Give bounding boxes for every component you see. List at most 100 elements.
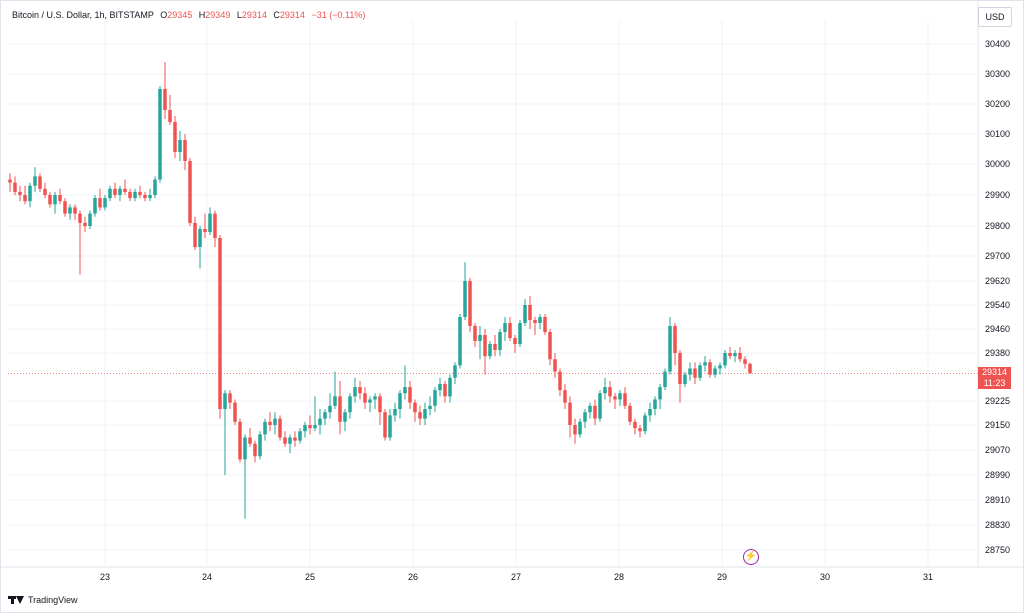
candle-body [438,383,442,391]
footer-branding[interactable]: TradingView [8,595,78,605]
candle-body [18,191,22,195]
candle-body [298,431,302,441]
candle-body [328,405,332,413]
y-tick-label: 29620 [985,276,1010,286]
candle-body [628,405,632,422]
candle-body [283,437,287,444]
lightning-icon[interactable]: ⚡ [743,549,759,565]
candle-body [378,396,382,413]
y-tick-label: 30300 [985,69,1010,79]
candle-body [728,353,732,357]
y-tick-label: 30100 [985,129,1010,139]
candle-body [398,393,402,409]
candle-body [23,195,27,202]
candle-body [608,387,612,397]
candle-body [88,213,92,226]
candle-body [423,409,427,419]
candle-body [478,335,482,341]
candle-body [203,229,207,232]
candle-body [493,344,497,350]
candle-body [28,185,32,202]
candle-body [708,362,712,375]
candle-body [8,179,12,183]
candle-body [533,320,537,323]
candle-body [393,409,397,416]
candle-body [13,182,17,192]
candle-body [698,365,702,378]
x-tick-label: 31 [923,572,933,582]
y-tick-label: 28830 [985,520,1010,530]
x-tick-label: 28 [614,572,624,582]
y-tick-label: 29700 [985,251,1010,261]
candle-body [333,396,337,406]
candle-body [713,368,717,375]
candle-body [183,140,187,161]
candle-body [53,195,57,205]
candle-body [98,198,102,208]
candle-body [528,305,532,320]
candle-body [518,323,522,344]
legend-high-value: 29349 [205,10,231,20]
candle-body [653,399,657,409]
candle-body [638,428,642,432]
candle-body [228,393,232,403]
candle-body [448,377,452,397]
candle-body [513,338,517,344]
candle-body [618,393,622,400]
candle-body [568,402,572,425]
candle-body [163,89,167,110]
candle-body [273,418,277,425]
candle-body [148,195,152,199]
y-tick-label: 28990 [985,470,1010,480]
candle-body [553,359,557,372]
legend-open-label: O [160,10,168,20]
y-tick-label: 29800 [985,221,1010,231]
candle-body [508,323,512,338]
candle-body [558,371,562,391]
candle-body [338,396,342,422]
candle-body [93,198,97,214]
candle-body [108,188,112,199]
candle-body [593,405,597,419]
y-tick-label: 30400 [985,39,1010,49]
candle-body [683,374,687,384]
candle-body [543,317,547,332]
candle-body [173,122,177,152]
candle-body [158,89,162,180]
candle-body [668,326,672,372]
candle-body [583,412,587,422]
candle-body [368,399,372,403]
bar-countdown: 11:23 [983,378,1006,388]
candle-body [363,393,367,403]
candle-body [268,421,272,425]
y-tick-label: 29225 [985,396,1010,406]
candle-body [303,425,307,432]
candle-body [738,353,742,360]
candle-body [128,191,132,199]
candle-body [288,437,292,444]
y-tick-label: 29460 [985,324,1010,334]
last-price-value: 29314 [981,367,1008,377]
candle-body [263,421,267,435]
currency-button[interactable]: USD [978,7,1012,27]
candle-body [78,213,82,223]
candle-body [38,176,42,189]
candle-body [598,393,602,419]
candle-body [323,412,327,419]
candle-body [258,434,262,457]
x-tick-label: 30 [820,572,830,582]
candle-body [168,110,172,122]
candle-body [663,371,667,388]
last-price-badge: 29314 11:23 [978,367,1011,389]
candle-body [223,393,227,409]
y-tick-label: 30200 [985,99,1010,109]
y-tick-label: 30000 [985,159,1010,169]
candle-body [358,387,362,394]
candle-body [318,418,322,425]
legend-high-label: H [198,10,206,20]
candle-body [433,390,437,406]
candle-body [723,353,727,366]
candle-body [213,213,217,238]
candle-body [103,198,107,208]
